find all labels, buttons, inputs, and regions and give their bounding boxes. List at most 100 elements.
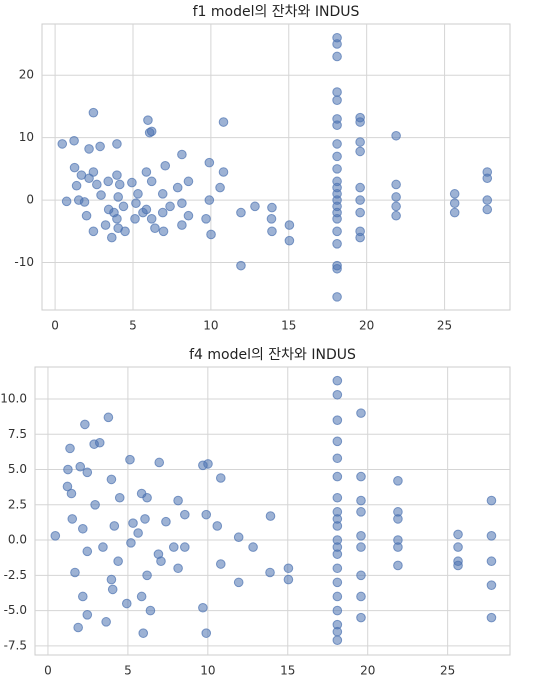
- point: [332, 471, 343, 482]
- point: [212, 521, 223, 531]
- point: [356, 612, 366, 623]
- point: [355, 195, 365, 205]
- point: [391, 179, 401, 190]
- point: [486, 556, 497, 567]
- point: [126, 538, 136, 548]
- point: [88, 226, 99, 237]
- point: [168, 542, 179, 552]
- point: [183, 210, 194, 221]
- x-tick-label: 10: [203, 319, 218, 333]
- point: [356, 570, 366, 581]
- point: [88, 167, 99, 177]
- point: [96, 190, 106, 200]
- x-tick-label: 0: [51, 319, 59, 333]
- point: [180, 542, 190, 552]
- chart-title: f1 model의 잔차와 INDUS: [193, 4, 360, 20]
- point: [154, 457, 165, 468]
- point: [201, 628, 212, 638]
- point: [218, 117, 229, 127]
- point: [141, 204, 152, 215]
- point: [482, 204, 493, 215]
- point: [142, 492, 152, 503]
- point: [332, 626, 343, 637]
- point: [142, 570, 152, 581]
- y-tick-label: 0.0: [8, 533, 27, 547]
- point: [486, 612, 497, 623]
- point: [356, 495, 366, 506]
- point: [75, 461, 86, 472]
- point: [70, 567, 80, 578]
- point: [63, 464, 73, 475]
- point: [332, 605, 343, 616]
- point: [355, 182, 365, 193]
- point: [203, 459, 213, 469]
- point: [140, 514, 150, 524]
- point: [393, 476, 403, 486]
- point: [160, 160, 171, 171]
- point: [332, 195, 342, 205]
- point: [157, 189, 168, 199]
- point: [173, 563, 183, 574]
- point: [332, 39, 342, 49]
- point: [66, 488, 77, 499]
- point: [355, 207, 365, 218]
- point: [120, 226, 130, 237]
- point: [67, 514, 78, 524]
- y-tick-label: 7.5: [8, 427, 27, 441]
- point: [233, 577, 244, 588]
- point: [332, 263, 342, 274]
- point: [128, 518, 138, 528]
- point: [356, 471, 366, 482]
- point: [215, 559, 226, 569]
- point: [127, 177, 137, 188]
- point: [332, 139, 342, 149]
- point: [332, 51, 342, 62]
- point: [71, 180, 82, 191]
- point: [100, 220, 111, 230]
- point: [92, 179, 102, 190]
- x-tick-label: 20: [359, 319, 374, 333]
- point: [73, 622, 83, 633]
- x-tick-label: 0: [44, 664, 52, 678]
- point: [332, 164, 342, 174]
- point: [283, 563, 294, 574]
- point: [356, 531, 366, 541]
- point: [355, 137, 365, 147]
- point: [121, 598, 132, 609]
- point: [453, 560, 463, 571]
- point: [393, 560, 403, 571]
- point: [103, 176, 114, 187]
- y-tick-label: -2.5: [4, 568, 27, 582]
- point: [391, 192, 401, 202]
- point: [198, 602, 208, 613]
- point: [131, 198, 141, 209]
- point: [391, 201, 401, 212]
- point: [82, 610, 93, 620]
- point: [177, 220, 187, 230]
- point: [136, 591, 147, 602]
- point: [125, 454, 135, 465]
- point: [332, 563, 343, 574]
- point: [204, 157, 215, 168]
- point: [112, 139, 122, 149]
- point: [201, 214, 211, 224]
- y-tick-label: 5.0: [8, 462, 27, 476]
- point: [332, 151, 342, 162]
- point: [332, 577, 343, 588]
- point: [78, 523, 88, 534]
- point: [84, 144, 94, 154]
- point: [332, 591, 343, 602]
- plot-area: [41, 23, 511, 311]
- point: [248, 542, 258, 552]
- point: [103, 412, 114, 423]
- point: [98, 542, 108, 552]
- point: [180, 509, 190, 520]
- point: [332, 375, 343, 386]
- point: [332, 492, 343, 503]
- point: [332, 415, 343, 425]
- point: [267, 202, 277, 213]
- point: [356, 591, 366, 602]
- point: [113, 192, 123, 202]
- point: [146, 214, 157, 224]
- point: [113, 556, 123, 567]
